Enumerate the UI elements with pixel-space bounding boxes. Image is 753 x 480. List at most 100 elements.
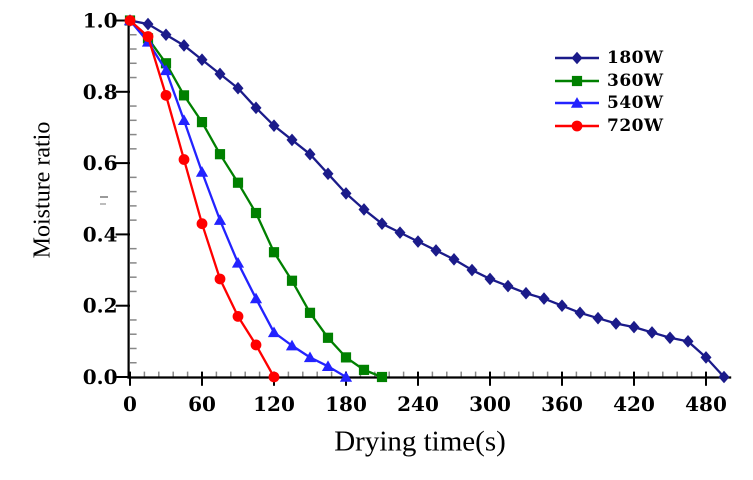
- diamond-marker-icon: [664, 331, 676, 345]
- square-marker-icon: [250, 207, 262, 219]
- triangle-marker-icon: [231, 257, 245, 268]
- triangle-marker-icon: [339, 371, 353, 382]
- circle-marker-icon: [124, 15, 136, 26]
- diamond-marker-icon: [394, 226, 406, 239]
- diamond-marker-icon: [556, 299, 568, 312]
- series-line: [129, 19, 276, 378]
- diamond-marker-icon: [571, 51, 583, 65]
- tick-label: 1.0: [83, 9, 118, 33]
- diamond-marker-icon: [682, 335, 694, 348]
- diamond-marker-icon: [484, 272, 496, 286]
- circle-legend-icon: [555, 120, 599, 132]
- diamond-marker-icon: [466, 263, 478, 277]
- tick-label: 180: [325, 392, 367, 416]
- diamond-marker-icon: [646, 326, 658, 339]
- circle-marker-icon: [178, 154, 190, 165]
- tick-label: 0.8: [83, 80, 118, 104]
- diamond-marker-icon: [628, 320, 640, 334]
- diamond-marker-icon: [610, 317, 622, 330]
- square-marker-icon: [286, 275, 298, 286]
- series-line: [129, 19, 725, 378]
- diamond-marker-icon: [538, 292, 550, 305]
- triangle-marker-icon: [267, 326, 281, 338]
- square-marker-icon: [268, 247, 280, 258]
- tick-label: 0.2: [83, 294, 118, 318]
- diamond-marker-icon: [340, 187, 352, 200]
- diamond-marker-icon: [358, 203, 370, 216]
- square-marker-icon: [214, 149, 226, 160]
- y-axis-title: Moisture ratio: [29, 121, 56, 259]
- square-marker-icon: [340, 352, 352, 363]
- square-marker-icon: [232, 177, 244, 188]
- circle-marker-icon: [214, 273, 226, 285]
- tick-label: 0.0: [83, 365, 118, 389]
- circle-marker-icon: [160, 89, 172, 101]
- diamond-marker-icon: [286, 133, 298, 147]
- diamond-marker-icon: [448, 253, 460, 266]
- circle-marker-icon: [268, 371, 280, 383]
- triangle-marker-icon: [159, 64, 173, 76]
- tick-label: 0.4: [83, 222, 118, 246]
- legend-item-180w: 180W: [554, 47, 664, 70]
- diamond-marker-icon: [592, 311, 604, 325]
- diamond-marker-icon: [520, 286, 532, 300]
- triangle-marker-icon: [195, 166, 209, 177]
- triangle-marker-icon: [285, 339, 299, 351]
- square-marker-icon: [358, 364, 370, 375]
- square-marker-icon: [178, 90, 190, 101]
- stray-mark: [100, 196, 110, 206]
- diamond-marker-icon: [250, 101, 262, 115]
- diamond-marker-icon: [502, 279, 514, 293]
- x-axis-title: Drying time(s): [334, 425, 506, 458]
- tick-label: 420: [613, 392, 655, 416]
- legend-label: 720W: [607, 115, 664, 136]
- circle-marker-icon: [232, 310, 244, 322]
- diamond-marker-icon: [304, 147, 316, 161]
- legend: 180W 360W 540W 720W: [554, 47, 664, 137]
- diamond-marker-icon: [160, 28, 172, 42]
- diamond-marker-icon: [574, 306, 586, 320]
- diamond-legend-icon: [555, 51, 599, 65]
- triangle-marker-icon: [303, 351, 317, 363]
- triangle-legend-icon: [555, 97, 599, 108]
- legend-label: 540W: [607, 93, 664, 114]
- series-720w: [124, 15, 280, 383]
- triangle-marker-icon: [177, 114, 191, 126]
- square-marker-icon: [571, 75, 583, 86]
- square-legend-icon: [555, 75, 599, 86]
- tick-label: 0.6: [83, 151, 118, 175]
- legend-item-720w: 720W: [554, 115, 664, 138]
- legend-label: 360W: [607, 70, 664, 91]
- diamond-marker-icon: [412, 235, 424, 248]
- diamond-marker-icon: [718, 370, 730, 384]
- square-marker-icon: [304, 307, 316, 318]
- series-180w: [124, 14, 730, 384]
- square-marker-icon: [160, 58, 172, 69]
- tick-label: 360: [541, 392, 583, 416]
- diamond-marker-icon: [268, 119, 280, 132]
- diamond-marker-icon: [196, 53, 208, 67]
- diamond-marker-icon: [376, 217, 388, 231]
- square-marker-icon: [196, 117, 208, 128]
- triangle-marker-icon: [249, 292, 263, 304]
- tick-label: 60: [188, 392, 216, 416]
- diamond-marker-icon: [430, 244, 442, 257]
- tick-label: 240: [397, 392, 439, 416]
- diamond-marker-icon: [142, 17, 154, 31]
- tick-label: 300: [469, 392, 511, 416]
- circle-marker-icon: [196, 218, 208, 230]
- tick-label: 480: [685, 392, 727, 416]
- legend-label: 180W: [607, 48, 664, 69]
- legend-item-360w: 360W: [554, 70, 664, 93]
- tick-label: 0: [123, 392, 137, 416]
- circle-marker-icon: [250, 339, 262, 351]
- triangle-marker-icon: [570, 97, 584, 108]
- diamond-marker-icon: [214, 67, 226, 81]
- diamond-marker-icon: [322, 167, 334, 181]
- diamond-marker-icon: [178, 39, 190, 52]
- triangle-marker-icon: [213, 214, 227, 225]
- diamond-marker-icon: [700, 351, 712, 364]
- triangle-marker-icon: [321, 360, 335, 372]
